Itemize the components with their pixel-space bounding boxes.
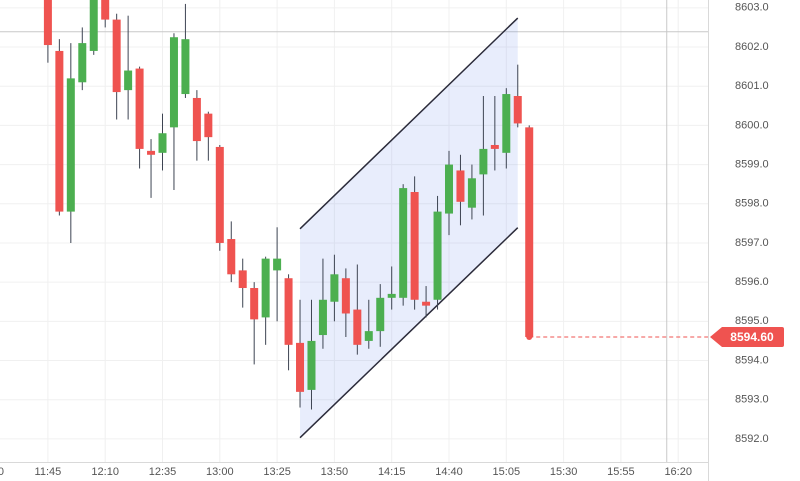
x-tick-label: 12:35 <box>149 466 177 478</box>
candle-body <box>55 50 64 212</box>
candle-body <box>147 150 156 155</box>
candle-body <box>330 274 339 302</box>
candle-body <box>181 39 190 95</box>
y-tick-label: 8601.0 <box>735 80 769 92</box>
candle-body <box>192 97 201 142</box>
candle-body <box>273 258 282 271</box>
y-tick-label: 8592.0 <box>735 433 769 445</box>
x-tick-label: 11:45 <box>35 466 62 478</box>
candle-body <box>215 146 224 243</box>
candle-body <box>318 299 327 336</box>
candle-body <box>353 309 362 345</box>
x-tick-label: 14:15 <box>378 466 406 478</box>
channel-line <box>299 227 519 439</box>
candle-body <box>296 342 305 392</box>
candle-body <box>433 211 442 300</box>
candle-body <box>112 19 121 93</box>
x-tick-label: 13:25 <box>263 466 291 478</box>
y-tick-label: 8595.0 <box>735 315 769 327</box>
y-tick-label: 8598.0 <box>735 198 769 210</box>
x-tick-label: 14:40 <box>435 466 463 478</box>
y-tick-label: 8594.0 <box>735 354 769 366</box>
y-tick-label: 8602.0 <box>735 41 769 53</box>
channel-line <box>299 17 519 230</box>
candle-body <box>513 96 522 124</box>
candle-body <box>341 278 350 314</box>
candle-body <box>204 113 213 138</box>
candle-body <box>445 164 454 214</box>
candle-body <box>502 94 511 153</box>
candle-body <box>238 270 247 289</box>
candle-body <box>364 331 373 341</box>
y-tick-label: 8599.0 <box>735 158 769 170</box>
candle-body <box>227 239 236 275</box>
x-tick-label: 13:00 <box>206 466 234 478</box>
candle-body <box>284 278 293 345</box>
y-tick-label: 8596.0 <box>735 276 769 288</box>
x-tick-label: 11:20 <box>0 466 4 478</box>
candle-body <box>261 258 270 318</box>
y-tick-label: 8603.0 <box>735 2 769 14</box>
plot-area <box>0 0 708 462</box>
candle-body <box>169 37 178 128</box>
candle-body <box>101 0 110 20</box>
last-price-label: 8594.60 <box>730 330 774 344</box>
x-tick-label: 15:05 <box>493 466 521 478</box>
candle-body <box>479 148 488 175</box>
candle-body <box>467 178 476 208</box>
candle-body <box>250 288 259 320</box>
candle-body <box>89 0 98 51</box>
candle-body <box>66 78 75 212</box>
x-tick-label: 15:55 <box>607 466 635 478</box>
y-tick-label: 8597.0 <box>735 237 769 249</box>
candle-body <box>124 70 133 91</box>
channel-fill <box>300 18 518 438</box>
candle-body <box>376 297 385 332</box>
candle-body <box>399 188 408 298</box>
candle-body <box>456 170 465 202</box>
candle-body <box>43 0 52 46</box>
x-tick-label: 15:30 <box>550 466 578 478</box>
axes: 8592.0 8593.0 8594.0 8595.0 8596.0 8597.0 8598… <box>0 2 784 478</box>
candle-body <box>78 43 87 83</box>
x-tick-label: 13:50 <box>321 466 349 478</box>
y-tick-label: 8600.0 <box>735 119 769 131</box>
candle-body <box>422 301 431 306</box>
candle-body <box>135 68 144 149</box>
candle-body <box>387 293 396 298</box>
x-tick-label: 12:10 <box>91 466 119 478</box>
candle-body <box>410 192 419 300</box>
candle-body <box>490 144 499 149</box>
candle-body <box>158 133 167 153</box>
candle-body <box>307 340 316 390</box>
x-tick-label: 16:20 <box>664 466 692 478</box>
last-price-dot <box>526 333 533 340</box>
y-tick-label: 8593.0 <box>735 394 769 406</box>
last-price-tag <box>710 326 784 347</box>
candle-body <box>525 127 534 337</box>
